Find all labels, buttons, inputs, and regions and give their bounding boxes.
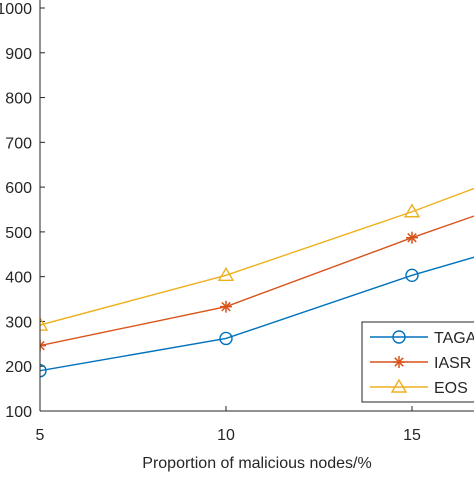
y-tick-label: 300 (5, 314, 32, 331)
series-taga (40, 256, 474, 378)
legend: TAGA IASR EOS (361, 321, 474, 403)
x-tick-label: 10 (217, 427, 235, 444)
asterisk-stroke (394, 357, 404, 367)
legend-label: EOS (434, 380, 468, 397)
x-tick-label: 5 (36, 427, 45, 444)
axes-frame (39, 0, 474, 412)
triangle-marker (217, 266, 235, 282)
x-axis: 510152025 (36, 406, 421, 444)
triangle-marker (403, 203, 421, 218)
legend-label: IASR (434, 355, 471, 372)
asterisk-marker (393, 356, 405, 368)
circle-marker (405, 268, 419, 283)
circle-marker (40, 364, 47, 378)
y-tick-label: 800 (5, 91, 32, 108)
x-axis-label: Proportion of malicious nodes/% (142, 455, 371, 472)
y-tick-label: 700 (5, 135, 32, 152)
y-tick-label: 100 (5, 404, 32, 421)
y-axis: 100 200 300 400 500 600 700 800 900 1000 (0, 1, 45, 421)
asterisk-stroke (221, 301, 231, 312)
y-tick-label: 900 (5, 46, 32, 63)
series-line (40, 187, 474, 326)
y-tick-label: 1000 (0, 1, 32, 18)
x-tick-label: 15 (403, 427, 421, 444)
legend-label: TAGA (434, 330, 474, 347)
series-eos (40, 187, 474, 331)
asterisk-marker (40, 339, 46, 352)
asterisk-marker (406, 231, 418, 244)
triangle-marker (390, 378, 408, 393)
series-iasr (40, 215, 474, 352)
asterisk-stroke (40, 344, 45, 351)
y-tick-label: 600 (5, 180, 32, 197)
legend-item-taga: TAGA (370, 330, 474, 347)
legend-item-iasr: IASR (370, 355, 471, 372)
y-tick-label: 200 (5, 359, 32, 376)
circle-marker (392, 330, 406, 344)
triangle-marker (40, 316, 49, 331)
asterisk-stroke (407, 232, 417, 243)
series-line (40, 215, 474, 347)
legend-item-eos: EOS (370, 378, 468, 397)
series-line (40, 256, 474, 372)
y-tick-label: 400 (5, 270, 32, 287)
circle-marker (219, 331, 233, 346)
asterisk-marker (220, 300, 232, 313)
series-layer (40, 187, 474, 378)
y-tick-label: 500 (5, 225, 32, 242)
asterisk-stroke (40, 340, 45, 347)
